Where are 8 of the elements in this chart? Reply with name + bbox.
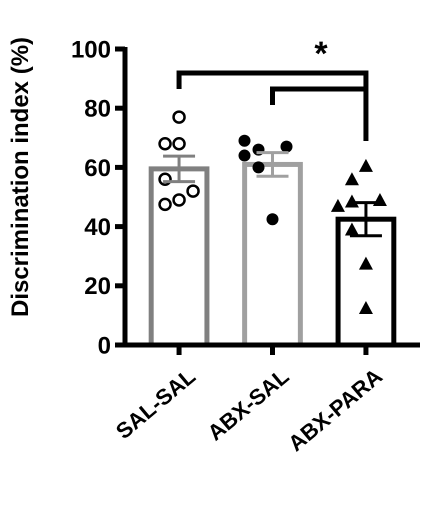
y-tick-label: 40 [84,214,111,241]
y-tick-label: 20 [84,273,111,300]
annotation: * [314,35,328,73]
y-tick-label: 80 [84,96,111,123]
y-axis-title: Discrimination index (%) [7,36,34,318]
y-tick-label: 60 [84,154,111,182]
y-tick-label: 0 [98,332,111,360]
y-tick-label: 100 [70,36,111,64]
